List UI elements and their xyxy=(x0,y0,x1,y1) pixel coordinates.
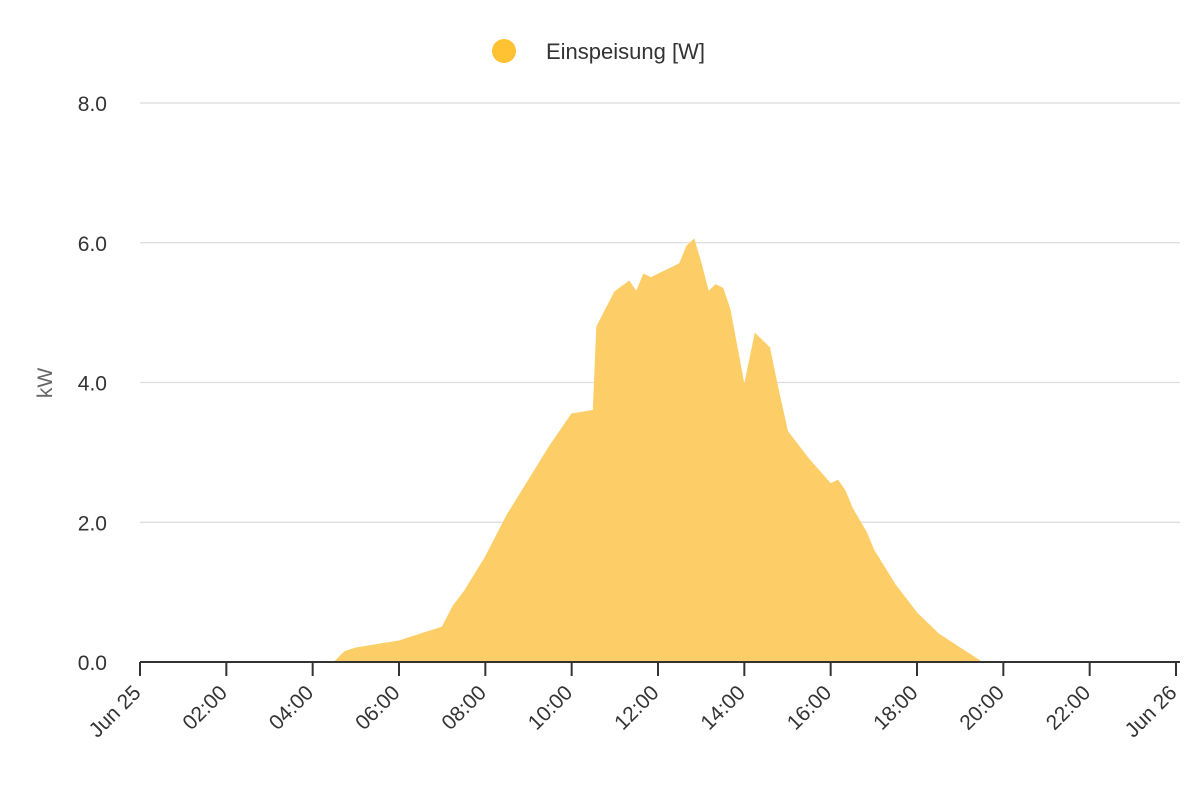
y-axis-title: kW xyxy=(34,368,57,399)
x-tick-label: 12:00 xyxy=(610,681,663,734)
x-tick-label: 04:00 xyxy=(265,681,318,734)
legend[interactable]: Einspeisung [W] xyxy=(492,39,705,64)
series-area-fill xyxy=(140,239,1176,663)
x-tick-label: Jun 26 xyxy=(1121,681,1182,742)
y-tick-label: 2.0 xyxy=(78,512,107,535)
x-tick-label: 14:00 xyxy=(696,681,749,734)
x-tick-label: 16:00 xyxy=(783,681,836,734)
x-tick-label: Jun 25 xyxy=(85,681,146,742)
series-area xyxy=(140,238,1176,663)
legend-label-einspeisung[interactable]: Einspeisung [W] xyxy=(546,39,705,64)
y-tick-label: 0.0 xyxy=(78,652,107,675)
x-tick-label: 22:00 xyxy=(1042,681,1095,734)
x-tick-label: 18:00 xyxy=(869,681,922,734)
x-tick-label: 20:00 xyxy=(955,681,1008,734)
y-tick-label: 8.0 xyxy=(78,93,107,116)
x-axis-ticks: Jun 25 02:00 04:00 06:00 08:00 10:00 12:00 14:0… xyxy=(85,662,1182,742)
x-tick-label: 10:00 xyxy=(524,681,577,734)
y-tick-label: 4.0 xyxy=(78,373,107,396)
y-axis-ticks: 0.0 2.0 4.0 6.0 8.0 xyxy=(78,93,107,675)
series-line xyxy=(140,238,1176,663)
legend-swatch-einspeisung[interactable] xyxy=(492,39,516,63)
x-tick-label: 06:00 xyxy=(351,681,404,734)
x-tick-label: 08:00 xyxy=(437,681,490,734)
x-tick-label: 02:00 xyxy=(178,681,231,734)
y-tick-label: 6.0 xyxy=(78,233,107,256)
